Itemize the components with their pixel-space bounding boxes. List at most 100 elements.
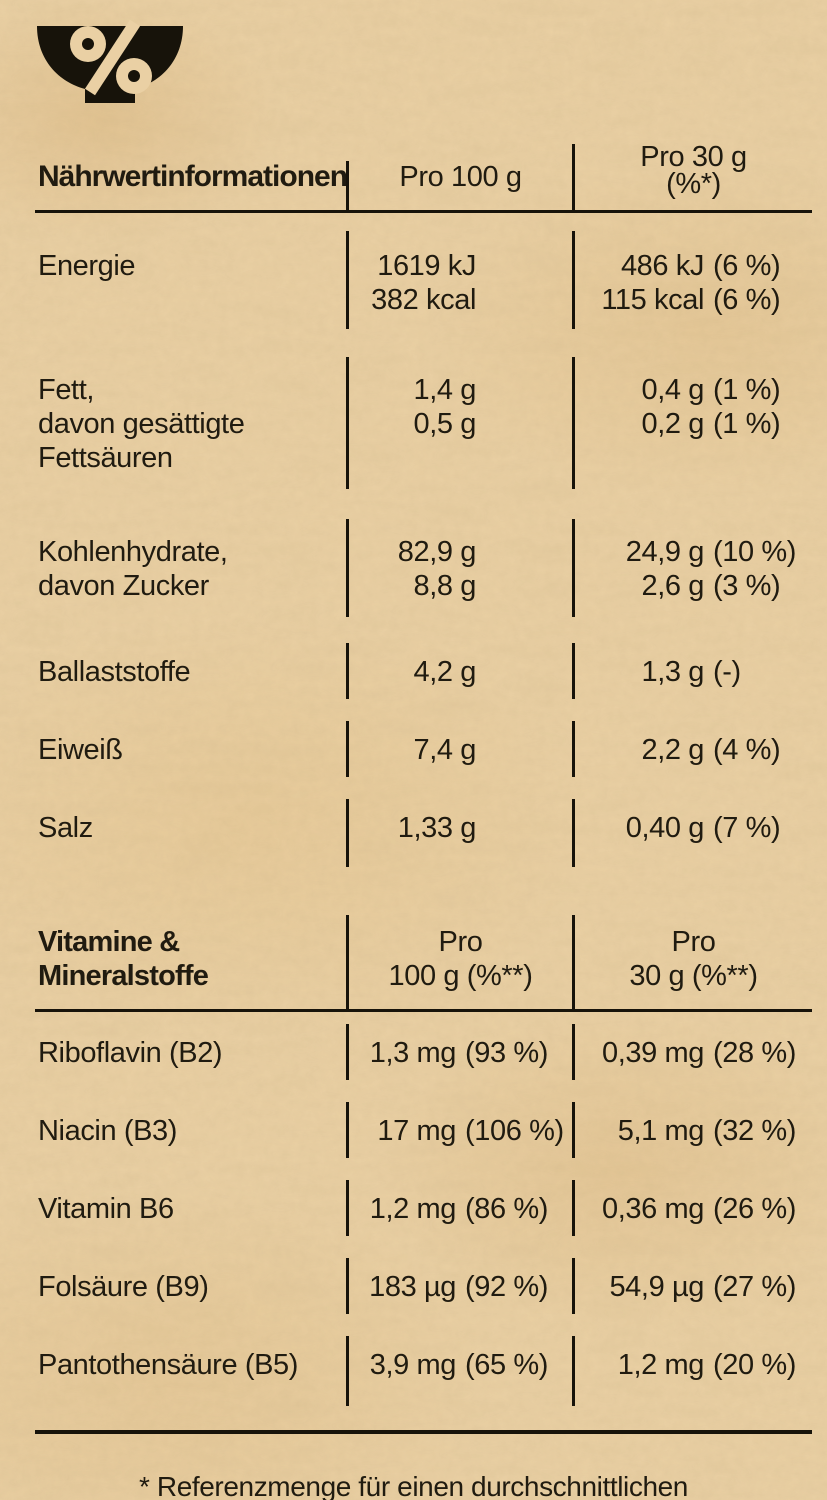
footnote-line: * Referenzmenge für einen durchschnittli… — [139, 1471, 688, 1500]
reference-percent — [476, 733, 572, 767]
reference-percent: (4 %) — [713, 734, 781, 766]
reference-percent — [476, 373, 572, 407]
reference-percent — [476, 535, 572, 569]
amount: 0,39 mg — [602, 1037, 704, 1069]
vitamin-row: Folsäure (B9) 183 µg (92 %) 54,9 µg (27 %) — [35, 1246, 812, 1324]
per-30g-value: 1,2 mg (20 %) — [572, 1336, 812, 1406]
amount: 183 µg — [369, 1271, 456, 1303]
per-30g-value: 0,40 g (7 %) — [572, 799, 812, 867]
vitamin-row: Riboflavin (B2) 1,3 mg (93 %) 0,39 mg (28 … — [35, 1012, 812, 1090]
nutrient-row: Ballaststoffe 4,2 g 1,3 g (-) — [35, 631, 812, 709]
amount: 0,40 g — [625, 812, 705, 844]
amount: 486 kJ — [620, 250, 704, 282]
section-gap — [0, 889, 827, 915]
amount: 5,1 mg — [617, 1115, 705, 1147]
amount: 1,2 mg — [369, 1193, 457, 1225]
reference-percent: (86 %) — [465, 1193, 549, 1225]
amount: 2,2 g — [641, 734, 705, 766]
amount: 0,2 g — [641, 408, 705, 440]
vitamins-section: Riboflavin (B2) 1,3 mg (93 %) 0,39 mg (28 … — [0, 1012, 827, 1434]
per-30g-value: 0,36 mg (26 %) — [572, 1180, 812, 1236]
amount: 0,5 g — [413, 408, 477, 440]
nutrient-row: Kohlenhydrate, davon Zucker 82,9 g 8,8 g 2… — [35, 503, 812, 631]
amount: 0,4 g — [641, 374, 705, 406]
vitamin-label: Riboflavin (B2) — [38, 1037, 223, 1069]
nutrient-label: Ballaststoffe — [38, 656, 191, 688]
amount: 54,9 µg — [609, 1271, 704, 1303]
vitamin-label: Niacin (B3) — [38, 1115, 178, 1147]
nutrient-row: Fett, davon gesättigte Fettsäuren 1,4 g 0,5… — [35, 341, 812, 503]
nutrient-row: Eiweiß 7,4 g 2,2 g (4 %) — [35, 709, 812, 787]
reference-percent: (93 %) — [465, 1037, 549, 1069]
vitamin-row: Niacin (B3) 17 mg (106 %) 5,1 mg (32 %) — [35, 1090, 812, 1168]
amount: 1,3 mg — [369, 1037, 457, 1069]
vitamin-row: Pantothensäure (B5) 3,9 mg (65 %) 1,2 mg(… — [35, 1324, 812, 1434]
reference-percent: (32 %) — [713, 1115, 797, 1147]
per-30g-value: 5,1 mg (32 %) — [572, 1102, 812, 1158]
per-100g-value: 1,4 g 0,5 g — [346, 357, 572, 489]
reference-percent: (7 %) — [713, 812, 781, 844]
amount: 17 mg — [377, 1115, 456, 1147]
vitamin-row: Vitamin B6 1,2 mg (86 %) 0,36 mg (26 %) — [35, 1168, 812, 1246]
amount: 1,4 g — [413, 374, 477, 406]
per-100g-value: 1,33 g — [346, 799, 572, 867]
per-30g-value: 1,3 g (-) — [572, 643, 812, 699]
amount: 4,2 g — [413, 656, 477, 688]
per-30g-value: 486 kJ (6 %) 115 kcal (6 %) — [572, 231, 812, 329]
per-100g-value: 183 µg (92 %) — [346, 1258, 572, 1314]
reference-percent: (6 %) — [713, 284, 781, 316]
per-100g-value: 3,9 mg (65 %) — [346, 1336, 572, 1406]
reference-percent — [476, 569, 572, 603]
per-30g-value: 2,2 g (4 %) — [572, 721, 812, 777]
reference-percent: (20 %) — [713, 1349, 797, 1381]
amount: 1,3 g — [641, 656, 705, 688]
amount: 0,36 mg — [602, 1193, 704, 1225]
amount: 7,4 g — [413, 734, 477, 766]
reference-percent: (106 %) — [465, 1115, 564, 1147]
nutrient-row: Salz 1,33 g 0,40 g (7 %) — [35, 787, 812, 889]
table-header: Nährwertinformationen Pro 100 g Pro 30 g… — [35, 118, 812, 213]
reference-percent — [476, 655, 572, 689]
per-30g-value: 24,9 g (10 %) 2,6 g (3 %) — [572, 519, 812, 617]
col-per-30g-header: Pro 30 g (%*) — [572, 143, 812, 210]
reference-percent: (10 %) — [713, 536, 797, 568]
reference-percent: (92 %) — [465, 1271, 549, 1303]
reference-percent: (65 %) — [465, 1349, 549, 1381]
amount: 24,9 g — [625, 536, 705, 568]
amount: 115 kcal — [601, 284, 704, 316]
per-100g-value: 1,3 mg (93 %) — [346, 1024, 572, 1080]
reference-percent: (-) — [713, 656, 741, 688]
reference-percent: (28 %) — [713, 1037, 797, 1069]
amount: 8,8 g — [413, 570, 477, 602]
per-100g-value: 17 mg (106 %) — [346, 1102, 572, 1158]
amount: 382 kcal — [371, 284, 476, 316]
reference-percent — [476, 283, 572, 317]
reference-percent: (26 %) — [713, 1193, 797, 1225]
nutrient-label: Salz — [38, 812, 93, 844]
reference-percent: (27 %) — [713, 1271, 797, 1303]
vitamin-label: Pantothensäure (B5) — [38, 1349, 299, 1381]
vitamins-header: Vitamine & Mineralstoffe Pro 100 g (%**)… — [35, 915, 812, 1012]
reference-percent — [476, 811, 572, 845]
per-100g-value: 82,9 g 8,8 g — [346, 519, 572, 617]
amount: 3,9 mg — [369, 1349, 457, 1381]
col-per-100g-header: Pro 100 g — [346, 161, 572, 210]
reference-percent: (6 %) — [713, 250, 781, 282]
amount: 1619 kJ — [377, 250, 476, 282]
amount: 2,6 g — [641, 570, 705, 602]
nutrient-label: Fett, davon gesättigte Fettsäuren — [38, 374, 245, 474]
per-100g-value: 4,2 g — [346, 643, 572, 699]
reference-percent — [476, 407, 572, 441]
percent-bowl-icon — [35, 19, 185, 118]
vitamins-col-per-100g-header: Pro 100 g (%**) — [346, 915, 572, 1009]
vitamin-label: Vitamin B6 — [38, 1193, 174, 1225]
nutrient-label: Kohlenhydrate, davon Zucker — [38, 536, 228, 602]
per-30g-value: 0,4 g (1 %) 0,2 g (1 %) — [572, 357, 812, 489]
reference-percent: (3 %) — [713, 570, 781, 602]
table-title: Nährwertinformationen — [38, 160, 348, 193]
reference-percent: (1 %) — [713, 408, 781, 440]
nutrient-label: Eiweiß — [38, 734, 123, 766]
nutrients-section: Energie 1619 kJ 382 kcal 486 kJ (6 %) 115 k… — [0, 213, 827, 889]
per-30g-value: 54,9 µg (27 %) — [572, 1258, 812, 1314]
